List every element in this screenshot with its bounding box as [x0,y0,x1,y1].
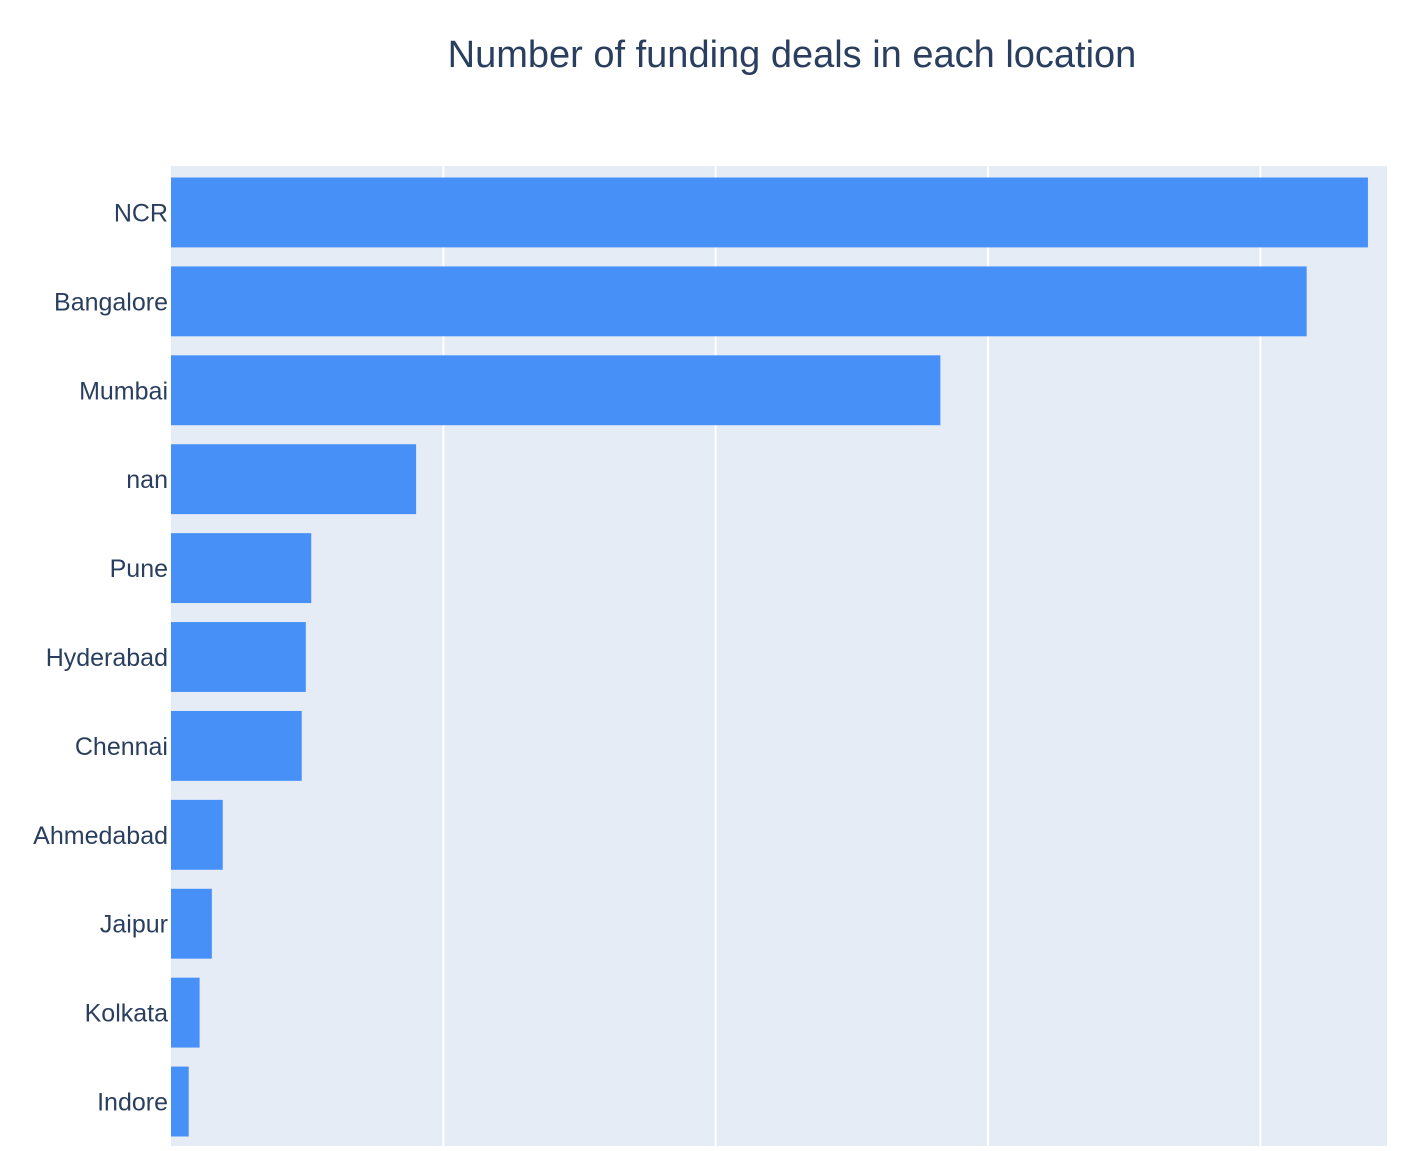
y-tick-label: Indore [97,1089,168,1117]
bar-hyderabad[interactable] [171,622,306,692]
bar-chennai[interactable] [171,710,302,781]
bar-nan[interactable] [171,444,417,515]
bar-indore[interactable] [171,1066,189,1137]
bar-mumbai[interactable] [171,355,941,426]
y-tick-label: Bangalore [54,288,168,316]
bar-ahmedabad[interactable] [171,799,223,870]
y-tick-label: Pune [110,555,168,583]
bar-bangalore[interactable] [171,266,1307,337]
bar-kolkata[interactable] [171,977,200,1048]
bar-ncr[interactable] [171,177,1368,248]
y-tick-label: Kolkata [85,1000,168,1028]
chart-title: Number of funding deals in each location [448,34,1137,76]
y-tick-label: Ahmedabad [33,822,168,850]
bar-pune[interactable] [171,533,312,604]
y-tick-label: Jaipur [100,911,168,939]
bar-jaipur[interactable] [171,888,212,959]
y-tick-label: Hyderabad [46,644,168,672]
y-tick-label: NCR [114,199,168,227]
y-tick-label: nan [126,466,168,494]
y-tick-label: Chennai [75,733,168,761]
y-tick-label: Mumbai [79,377,168,405]
y-axis-tick-labels: NCR Bangalore Mumbai nan Pune Hyderabad Chenna… [33,199,168,1116]
bars [171,177,1368,1137]
